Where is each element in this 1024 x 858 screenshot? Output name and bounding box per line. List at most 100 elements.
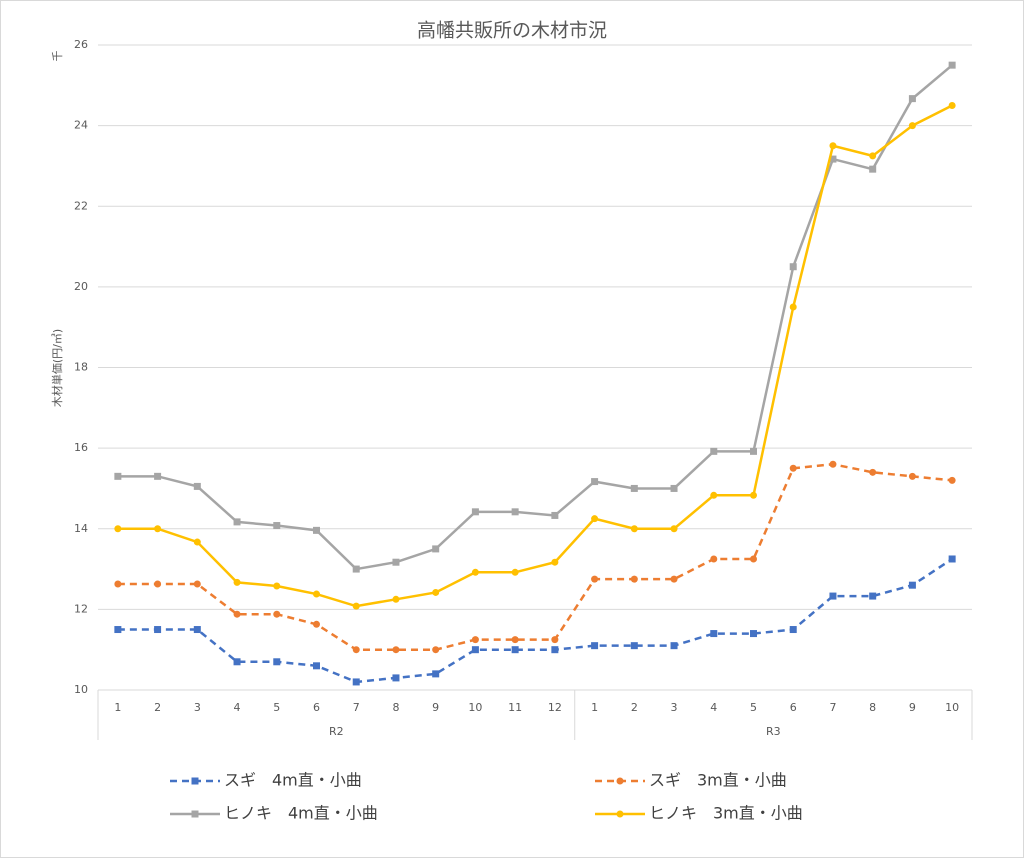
- point: [710, 555, 718, 563]
- x-tick-label: 9: [909, 701, 916, 714]
- y-axis-label: 木材単価(円/㎥): [50, 329, 64, 407]
- point: [432, 670, 440, 678]
- point: [789, 263, 797, 271]
- point: [432, 588, 440, 596]
- point: [392, 595, 400, 603]
- point: [471, 636, 479, 644]
- point: [750, 491, 757, 499]
- group-label: R2: [329, 725, 344, 738]
- point: [233, 518, 241, 526]
- point: [948, 476, 956, 484]
- point: [352, 565, 360, 573]
- point: [948, 555, 956, 563]
- point: [670, 525, 678, 533]
- y-tick-label: 24: [74, 119, 88, 132]
- y-tick-label: 20: [74, 280, 88, 293]
- point: [114, 580, 122, 588]
- point: [154, 472, 162, 480]
- y-tick-label: 22: [74, 199, 88, 212]
- point: [750, 555, 757, 563]
- x-tick-label: 5: [750, 701, 757, 714]
- x-tick-label: 2: [631, 701, 638, 714]
- point: [233, 610, 241, 618]
- point: [591, 575, 599, 583]
- x-tick-label: 9: [432, 701, 439, 714]
- point: [829, 142, 837, 150]
- y-tick-label: 14: [74, 522, 88, 535]
- x-tick-label: 8: [392, 701, 399, 714]
- x-tick-label: 3: [671, 701, 678, 714]
- point: [471, 508, 479, 516]
- point: [352, 602, 360, 610]
- point: [551, 558, 559, 566]
- point: [750, 447, 757, 455]
- x-tick-label: 4: [234, 701, 241, 714]
- point: [869, 152, 877, 160]
- point: [908, 122, 916, 130]
- point: [313, 590, 320, 598]
- point: [432, 545, 440, 553]
- x-tick-label: 8: [869, 701, 876, 714]
- series-line: [117, 104, 953, 608]
- point: [392, 646, 400, 654]
- x-tick-label: 4: [710, 701, 717, 714]
- point: [114, 472, 122, 480]
- legend-marker: [191, 810, 199, 818]
- y-tick-label: 10: [74, 683, 88, 696]
- point: [114, 626, 122, 634]
- y-tick-label: 16: [74, 441, 88, 454]
- x-tick-label: 10: [945, 701, 959, 714]
- point: [908, 95, 916, 103]
- point: [829, 155, 837, 163]
- series-line: [117, 64, 953, 571]
- point: [829, 592, 837, 600]
- legend-label: スギ 3m直・小曲: [649, 771, 787, 790]
- legend-label: ヒノキ 4m直・小曲: [224, 804, 378, 823]
- x-tick-label: 1: [591, 701, 598, 714]
- point: [591, 515, 599, 523]
- point: [869, 468, 877, 476]
- y-tick-label: 26: [74, 38, 88, 51]
- point: [789, 626, 797, 634]
- y-tick-label: 12: [74, 602, 88, 615]
- point: [313, 526, 320, 534]
- point: [233, 578, 241, 586]
- point: [710, 491, 718, 499]
- point: [948, 101, 956, 109]
- point: [313, 620, 320, 628]
- point: [630, 642, 638, 650]
- y-unit: 千: [51, 51, 64, 62]
- point: [551, 646, 559, 654]
- point: [392, 558, 400, 566]
- point: [630, 525, 638, 533]
- point: [273, 610, 281, 618]
- point: [193, 538, 201, 546]
- point: [471, 646, 479, 654]
- point: [511, 508, 519, 516]
- point: [471, 568, 479, 576]
- point: [869, 592, 877, 600]
- point: [313, 662, 320, 670]
- point: [869, 165, 877, 173]
- point: [154, 580, 162, 588]
- point: [750, 630, 757, 638]
- point: [352, 646, 360, 654]
- legend-marker: [616, 810, 624, 818]
- x-tick-label: 6: [313, 701, 320, 714]
- point: [908, 472, 916, 480]
- x-tick-label: 11: [508, 701, 522, 714]
- point: [829, 460, 837, 468]
- x-tick-label: 12: [548, 701, 562, 714]
- point: [670, 642, 678, 650]
- legend-marker: [616, 777, 624, 785]
- point: [630, 575, 638, 583]
- x-tick-label: 3: [194, 701, 201, 714]
- point: [710, 630, 718, 638]
- chart-title: 高幡共販所の木材市況: [417, 20, 607, 42]
- point: [908, 581, 916, 589]
- point: [352, 678, 360, 686]
- point: [432, 646, 440, 654]
- point: [193, 626, 201, 634]
- point: [551, 511, 559, 519]
